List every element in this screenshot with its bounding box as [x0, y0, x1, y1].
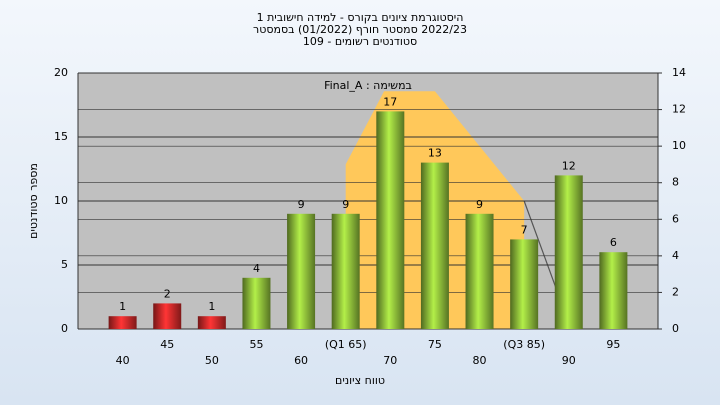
bar: [510, 239, 539, 329]
data-label: 13: [428, 147, 442, 160]
annotation: במשימה : Final_A: [324, 79, 412, 92]
bar: [331, 213, 360, 329]
x-tick-label: 95: [606, 338, 620, 351]
y-tick-label: 20: [54, 66, 68, 79]
y-tick-label: 10: [54, 194, 68, 207]
bar: [153, 303, 182, 329]
x-tick-label: 80: [473, 354, 487, 367]
chart-subtitle: 2022/23 סמסטר חורף (01/2022) בסמסטר: [253, 23, 467, 36]
data-label: 7: [521, 223, 528, 236]
y-axis-label: מספר סטודנטים: [27, 163, 40, 239]
data-label: 6: [610, 236, 617, 249]
distribution-line: [523, 200, 557, 289]
y-tick-label: 15: [54, 130, 68, 143]
y2-tick-label: 8: [672, 176, 679, 189]
x-tick-label: (Q1 65): [325, 338, 367, 351]
bar: [287, 213, 316, 329]
data-label: 9: [298, 198, 305, 211]
y2-tick-label: 4: [672, 249, 679, 262]
bar: [465, 213, 494, 329]
y2-tick-label: 14: [672, 66, 686, 79]
chart-subtitle: סטודנטים רשומים - 109: [303, 35, 417, 48]
y2-tick-label: 0: [672, 322, 679, 335]
y2-tick-label: 6: [672, 212, 679, 225]
y-tick-label: 0: [61, 322, 68, 335]
x-tick-label: 40: [116, 354, 130, 367]
data-label: 17: [383, 95, 397, 108]
x-tick-label: 50: [205, 354, 219, 367]
bar: [599, 252, 628, 329]
x-tick-label: 75: [428, 338, 442, 351]
x-axis-label: טווח ציונים: [335, 374, 385, 387]
x-tick-label: 70: [383, 354, 397, 367]
bar: [376, 111, 405, 330]
x-tick-label: (Q3 85): [503, 338, 545, 351]
bar: [108, 316, 137, 329]
bar: [242, 277, 271, 329]
x-tick-label: 55: [249, 338, 263, 351]
data-label: 9: [476, 198, 483, 211]
y2-tick-label: 2: [672, 285, 679, 298]
x-tick-label: 90: [562, 354, 576, 367]
chart-title: היסטוגרמת ציונים בקורס - למידה חישובית 1: [257, 11, 464, 24]
y2-tick-label: 12: [672, 103, 686, 116]
bar: [554, 175, 583, 329]
data-label: 1: [208, 300, 215, 313]
bar: [420, 162, 449, 329]
data-label: 9: [342, 198, 349, 211]
x-tick-label: 45: [160, 338, 174, 351]
data-label: 4: [253, 262, 260, 275]
data-label: 2: [164, 287, 171, 300]
data-label: 12: [562, 159, 576, 172]
bar: [197, 316, 226, 329]
y-tick-label: 5: [61, 258, 68, 271]
data-label: 1: [119, 300, 126, 313]
y2-tick-label: 10: [672, 139, 686, 152]
x-tick-label: 60: [294, 354, 308, 367]
